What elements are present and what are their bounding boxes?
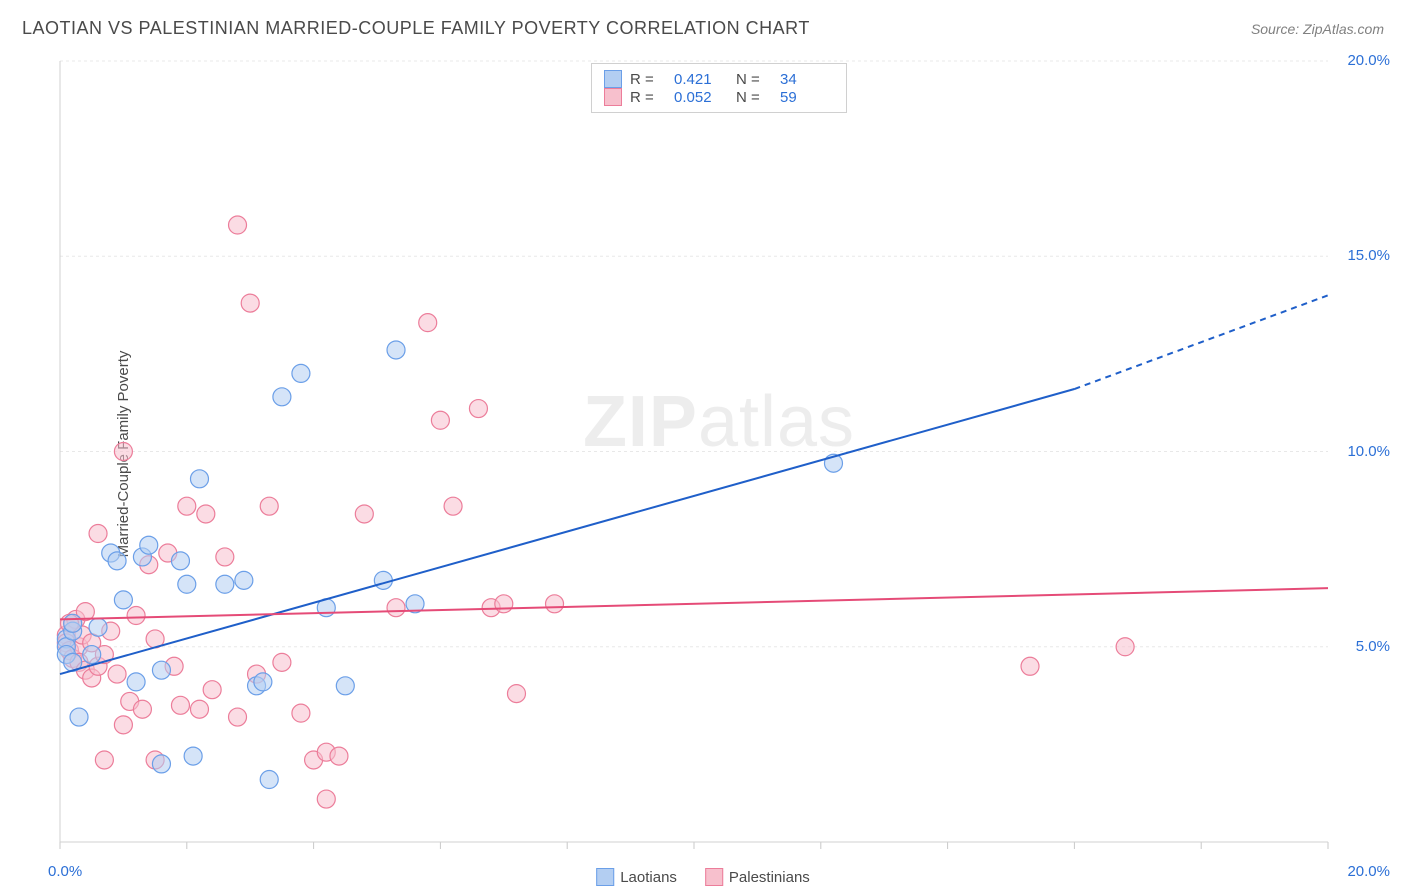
y-tick-label: 5.0% [1356,638,1390,655]
legend-swatch [604,70,622,88]
legend-stat-label: N = [736,71,772,88]
legend-label: Palestinians [729,869,810,886]
y-tick-label: 10.0% [1347,443,1390,460]
chart-title: LAOTIAN VS PALESTINIAN MARRIED-COUPLE FA… [22,18,810,39]
legend-swatch [596,868,614,886]
legend-item: Laotians [596,868,677,886]
y-tick-label: 20.0% [1347,52,1390,69]
y-tick-label: 15.0% [1347,247,1390,264]
source-attribution: Source: ZipAtlas.com [1251,21,1384,37]
legend-stat-label: R = [630,89,666,106]
correlation-legend: R = 0.421 N = 34 R = 0.052 N = 59 [591,63,847,113]
plot-area: Married-Couple Family Poverty ZIPatlas R… [50,55,1388,852]
legend-label: Laotians [620,869,677,886]
legend-row: R = 0.421 N = 34 [604,70,834,88]
chart-canvas [50,55,1388,852]
legend-n-value: 59 [780,89,834,106]
legend-row: R = 0.052 N = 59 [604,88,834,106]
x-tick-label: 0.0% [48,863,82,880]
legend-r-value: 0.052 [674,89,728,106]
legend-swatch [604,88,622,106]
x-tick-label: 20.0% [1347,863,1390,880]
legend-stat-label: N = [736,89,772,106]
legend-stat-label: R = [630,71,666,88]
legend-item: Palestinians [705,868,810,886]
series-legend: Laotians Palestinians [596,868,810,886]
legend-swatch [705,868,723,886]
legend-n-value: 34 [780,71,834,88]
legend-r-value: 0.421 [674,71,728,88]
